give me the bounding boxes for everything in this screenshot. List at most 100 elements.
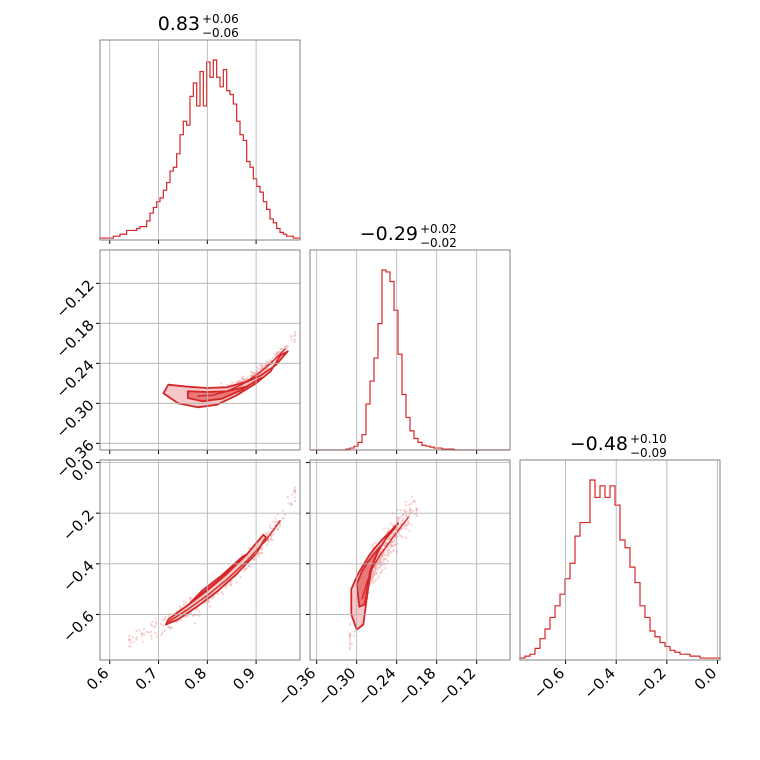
sample-point [162, 624, 165, 627]
sample-point [401, 513, 405, 517]
sample-point [276, 513, 279, 516]
sample-point [267, 539, 270, 542]
x-tick-label: −0.4 [581, 664, 619, 702]
sample-point [237, 380, 240, 384]
sample-point [374, 565, 377, 568]
sample-point [348, 647, 352, 651]
y-tick-label: −0.18 [52, 316, 97, 361]
sample-point [396, 516, 399, 519]
sample-point [403, 524, 406, 527]
sample-point [403, 508, 406, 511]
sample-point [256, 366, 259, 369]
sample-point [160, 633, 163, 636]
sample-point [229, 580, 232, 583]
sample-point [156, 635, 159, 638]
sample-point [293, 340, 296, 343]
sample-point [250, 370, 253, 373]
sample-point [154, 632, 157, 635]
sample-point [278, 350, 281, 354]
sample-point [397, 524, 401, 527]
sample-point [410, 523, 413, 526]
sample-point [129, 641, 133, 644]
sample-point [128, 638, 131, 641]
histogram-frame-p1 [309, 249, 511, 451]
sample-point [159, 623, 163, 626]
sample-point [376, 576, 379, 580]
sample-point [390, 533, 393, 536]
sample-point [293, 338, 297, 341]
x-tick-label: 0.8 [181, 664, 211, 694]
sample-point [382, 558, 386, 561]
sample-point [191, 614, 194, 617]
sample-point [404, 500, 407, 504]
sample-point [240, 553, 243, 556]
sample-point [242, 375, 245, 378]
x-tick-label: 0.6 [83, 664, 113, 694]
sample-point [397, 530, 401, 533]
sample-point [350, 643, 354, 646]
sample-point [265, 532, 268, 535]
sample-point [289, 334, 292, 337]
sample-point [348, 633, 352, 636]
sample-point [221, 592, 224, 596]
sample-point [389, 545, 392, 548]
sample-point [348, 643, 352, 646]
sample-point [409, 507, 412, 510]
sample-point [135, 638, 138, 641]
sample-point [390, 551, 393, 554]
y-tick-label: −0.30 [52, 396, 97, 441]
sample-point [270, 534, 273, 538]
sample-point [415, 509, 418, 512]
sample-point [291, 338, 294, 342]
sample-point [224, 586, 228, 589]
sample-point [246, 376, 249, 379]
sample-point [278, 523, 282, 526]
x-tick-label: 0.9 [229, 664, 259, 694]
sample-point [164, 615, 167, 618]
sample-point [393, 543, 397, 546]
histogram-step-p2 [519, 479, 721, 660]
sample-point [371, 576, 374, 579]
sample-point [257, 555, 260, 558]
sample-point [198, 614, 201, 617]
sample-point [276, 351, 279, 354]
sample-point [211, 597, 214, 600]
sample-point [378, 559, 381, 562]
sample-point [183, 603, 186, 606]
sample-point [415, 514, 418, 517]
histogram-panel-p2 [519, 479, 721, 660]
sample-point [401, 536, 405, 539]
histogram-step-p0 [99, 59, 301, 240]
sample-point [269, 526, 272, 529]
sample-point [405, 527, 408, 530]
sample-point [398, 517, 401, 520]
sample-point [166, 625, 170, 628]
sample-point [387, 554, 390, 558]
sample-point [184, 601, 187, 604]
sample-point [393, 538, 396, 541]
sample-point [398, 534, 401, 537]
sample-point [149, 623, 152, 626]
x-tick-label: −0.2 [631, 664, 669, 702]
sample-point [271, 356, 274, 359]
sample-point [405, 536, 408, 539]
y-tick-label: −0.4 [59, 557, 97, 595]
sample-point [143, 633, 146, 636]
sample-point [291, 493, 294, 496]
sample-point [386, 550, 390, 553]
sample-point [257, 368, 261, 371]
sample-point [281, 517, 284, 520]
sample-point [281, 347, 284, 350]
sample-point [256, 552, 259, 556]
scatter-frame-0-2 [99, 459, 301, 661]
sample-point [161, 631, 164, 634]
sample-point [384, 566, 387, 570]
sample-point [163, 617, 166, 620]
sample-point [396, 508, 399, 511]
sample-point [142, 628, 145, 631]
sample-point [216, 593, 220, 596]
sample-point [145, 630, 148, 634]
sample-point [293, 486, 297, 489]
sample-point [379, 557, 382, 561]
